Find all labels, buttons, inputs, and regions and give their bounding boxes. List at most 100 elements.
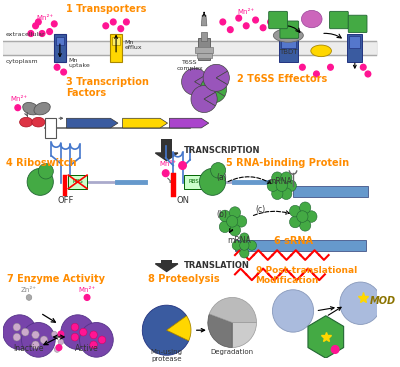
Circle shape (226, 215, 238, 227)
Text: Mn-using
protease: Mn-using protease (151, 349, 183, 363)
Bar (161, 139, 172, 153)
Circle shape (40, 336, 48, 344)
Circle shape (211, 163, 226, 178)
Circle shape (98, 336, 106, 344)
Circle shape (236, 215, 247, 227)
Circle shape (103, 23, 108, 29)
Circle shape (90, 341, 97, 349)
Text: Mn²⁺: Mn²⁺ (159, 161, 176, 167)
Circle shape (118, 26, 124, 32)
Bar (68, 175, 87, 189)
Circle shape (54, 64, 60, 70)
Text: 5 RNA-binding Protein: 5 RNA-binding Protein (226, 159, 349, 168)
Text: TRANSLATION: TRANSLATION (184, 261, 249, 270)
Circle shape (39, 30, 45, 36)
Wedge shape (214, 83, 226, 96)
Bar (54, 33, 66, 62)
Circle shape (276, 180, 288, 192)
Circle shape (360, 64, 366, 70)
Ellipse shape (23, 102, 39, 115)
Wedge shape (203, 64, 228, 91)
Circle shape (290, 216, 301, 228)
Wedge shape (195, 75, 208, 88)
Circle shape (162, 170, 169, 177)
Bar (110, 33, 122, 62)
Circle shape (80, 328, 87, 336)
Bar (184, 175, 203, 189)
Text: mRNA: mRNA (269, 177, 292, 186)
FancyBboxPatch shape (330, 11, 348, 29)
Circle shape (268, 19, 273, 25)
Text: 4 Riboswitch: 4 Riboswitch (6, 159, 76, 168)
Bar (171, 173, 176, 197)
Ellipse shape (20, 117, 33, 127)
Text: Mn²⁺: Mn²⁺ (78, 287, 96, 293)
Wedge shape (204, 92, 217, 106)
Circle shape (285, 180, 296, 192)
Text: cytoplasm: cytoplasm (6, 59, 38, 63)
Text: (b): (b) (216, 210, 227, 218)
Polygon shape (308, 316, 344, 358)
Text: 2 T6SS Effectors: 2 T6SS Effectors (237, 74, 327, 84)
Circle shape (306, 211, 317, 222)
Circle shape (200, 168, 226, 195)
Circle shape (314, 71, 319, 77)
Text: Mn²⁺: Mn²⁺ (10, 96, 27, 102)
Text: Zn²⁺: Zn²⁺ (21, 287, 37, 293)
Circle shape (179, 161, 186, 169)
Circle shape (267, 180, 278, 192)
Bar (198, 38, 210, 59)
Circle shape (80, 323, 113, 357)
Circle shape (71, 333, 79, 341)
Circle shape (90, 331, 97, 339)
Text: extracellular: extracellular (6, 32, 45, 37)
Bar (293, 186, 368, 197)
Bar (196, 53, 212, 58)
Circle shape (61, 315, 94, 349)
Polygon shape (201, 15, 207, 26)
Wedge shape (167, 316, 191, 341)
Circle shape (260, 25, 266, 30)
Text: Mn²⁺: Mn²⁺ (36, 15, 54, 21)
Circle shape (32, 331, 39, 339)
Ellipse shape (273, 29, 303, 42)
Text: 9 Post-translational Modification: 9 Post-translational Modification (256, 266, 357, 286)
Bar (281, 36, 296, 48)
Circle shape (28, 30, 34, 36)
Text: TRANSCRIPTION: TRANSCRIPTION (184, 146, 260, 155)
Circle shape (61, 69, 66, 75)
Bar (349, 36, 360, 48)
Circle shape (22, 328, 29, 336)
Text: TBDT: TBDT (279, 49, 298, 55)
Bar (347, 33, 362, 62)
Circle shape (272, 172, 283, 184)
Circle shape (52, 21, 57, 27)
Bar (235, 240, 366, 251)
Circle shape (219, 221, 230, 233)
Circle shape (219, 210, 230, 222)
Circle shape (232, 241, 242, 250)
Text: RBS: RBS (72, 179, 83, 184)
Circle shape (33, 23, 38, 29)
Circle shape (27, 168, 53, 195)
Circle shape (240, 248, 249, 258)
Circle shape (58, 331, 64, 337)
Bar (195, 47, 214, 53)
Text: T6SS
complex: T6SS complex (177, 61, 204, 71)
Circle shape (281, 172, 292, 184)
Text: (c): (c) (256, 205, 266, 214)
Circle shape (71, 323, 79, 331)
Polygon shape (155, 264, 178, 272)
Polygon shape (123, 118, 168, 128)
Text: Mn²⁺: Mn²⁺ (238, 9, 255, 15)
Circle shape (84, 295, 90, 300)
Polygon shape (66, 118, 118, 128)
FancyBboxPatch shape (269, 11, 288, 29)
Text: 7 Enzyme Activity: 7 Enzyme Activity (8, 274, 106, 284)
Circle shape (110, 19, 116, 25)
Wedge shape (216, 71, 229, 84)
Circle shape (52, 331, 57, 337)
Circle shape (3, 315, 36, 349)
Circle shape (229, 207, 240, 218)
Wedge shape (232, 323, 256, 348)
